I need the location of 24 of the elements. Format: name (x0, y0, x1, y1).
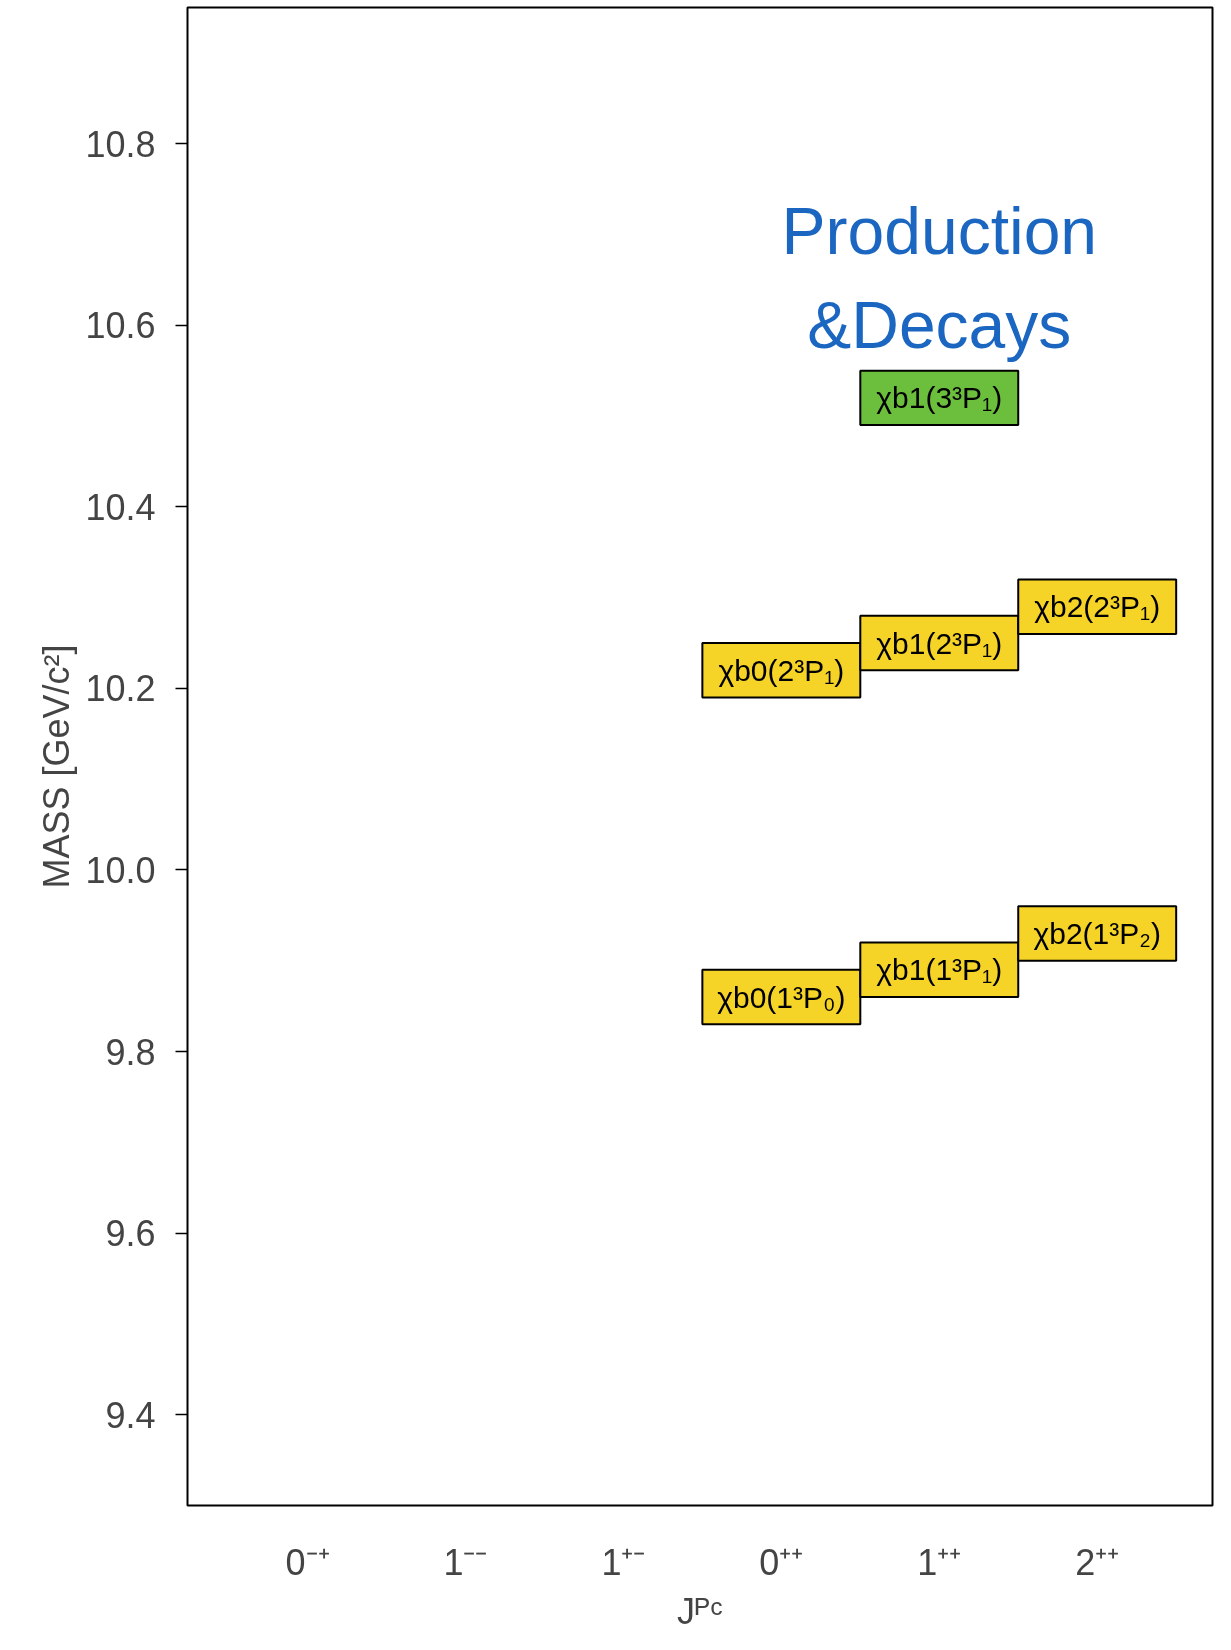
y-tick-label: 10.8 (85, 123, 156, 165)
x-tick-label: 0⁺⁺ (759, 1541, 804, 1583)
x-tick-label: 0⁻⁺ (285, 1541, 330, 1583)
x-tick-label: 1⁻⁻ (443, 1541, 488, 1583)
y-tick-label: 10.2 (85, 668, 156, 710)
x-tick-label: 1⁺⁺ (917, 1541, 962, 1583)
data-label: χb1(3³P₁) (876, 381, 1003, 415)
annotation: Production &Decays (781, 193, 1098, 363)
data-label: χb1(2³P₁) (876, 626, 1003, 660)
y-tick-label: 10.4 (85, 486, 156, 528)
data-label: χb0(2³P₁) (718, 653, 845, 687)
y-tick-label: 10.0 (85, 849, 156, 891)
data-label: χb0(1³P₀) (717, 980, 846, 1014)
data-label: χb1(1³P₁) (876, 953, 1003, 987)
y-tick-label: 9.8 (105, 1031, 156, 1073)
data-label: χb2(2³P₁) (1034, 590, 1161, 624)
y-tick-label: 9.4 (105, 1394, 156, 1436)
y-tick-label: 9.6 (105, 1213, 156, 1255)
x-tick-label: 2⁺⁺ (1075, 1541, 1120, 1583)
data-label: χb2(1³P₂) (1033, 917, 1161, 951)
x-tick-label: 1⁺⁻ (601, 1541, 646, 1583)
y-axis-title: MASS [GeV/c²] (36, 644, 78, 889)
x-axis-title: Jᴾᶜ (677, 1590, 723, 1632)
y-tick-label: 10.6 (85, 305, 156, 347)
